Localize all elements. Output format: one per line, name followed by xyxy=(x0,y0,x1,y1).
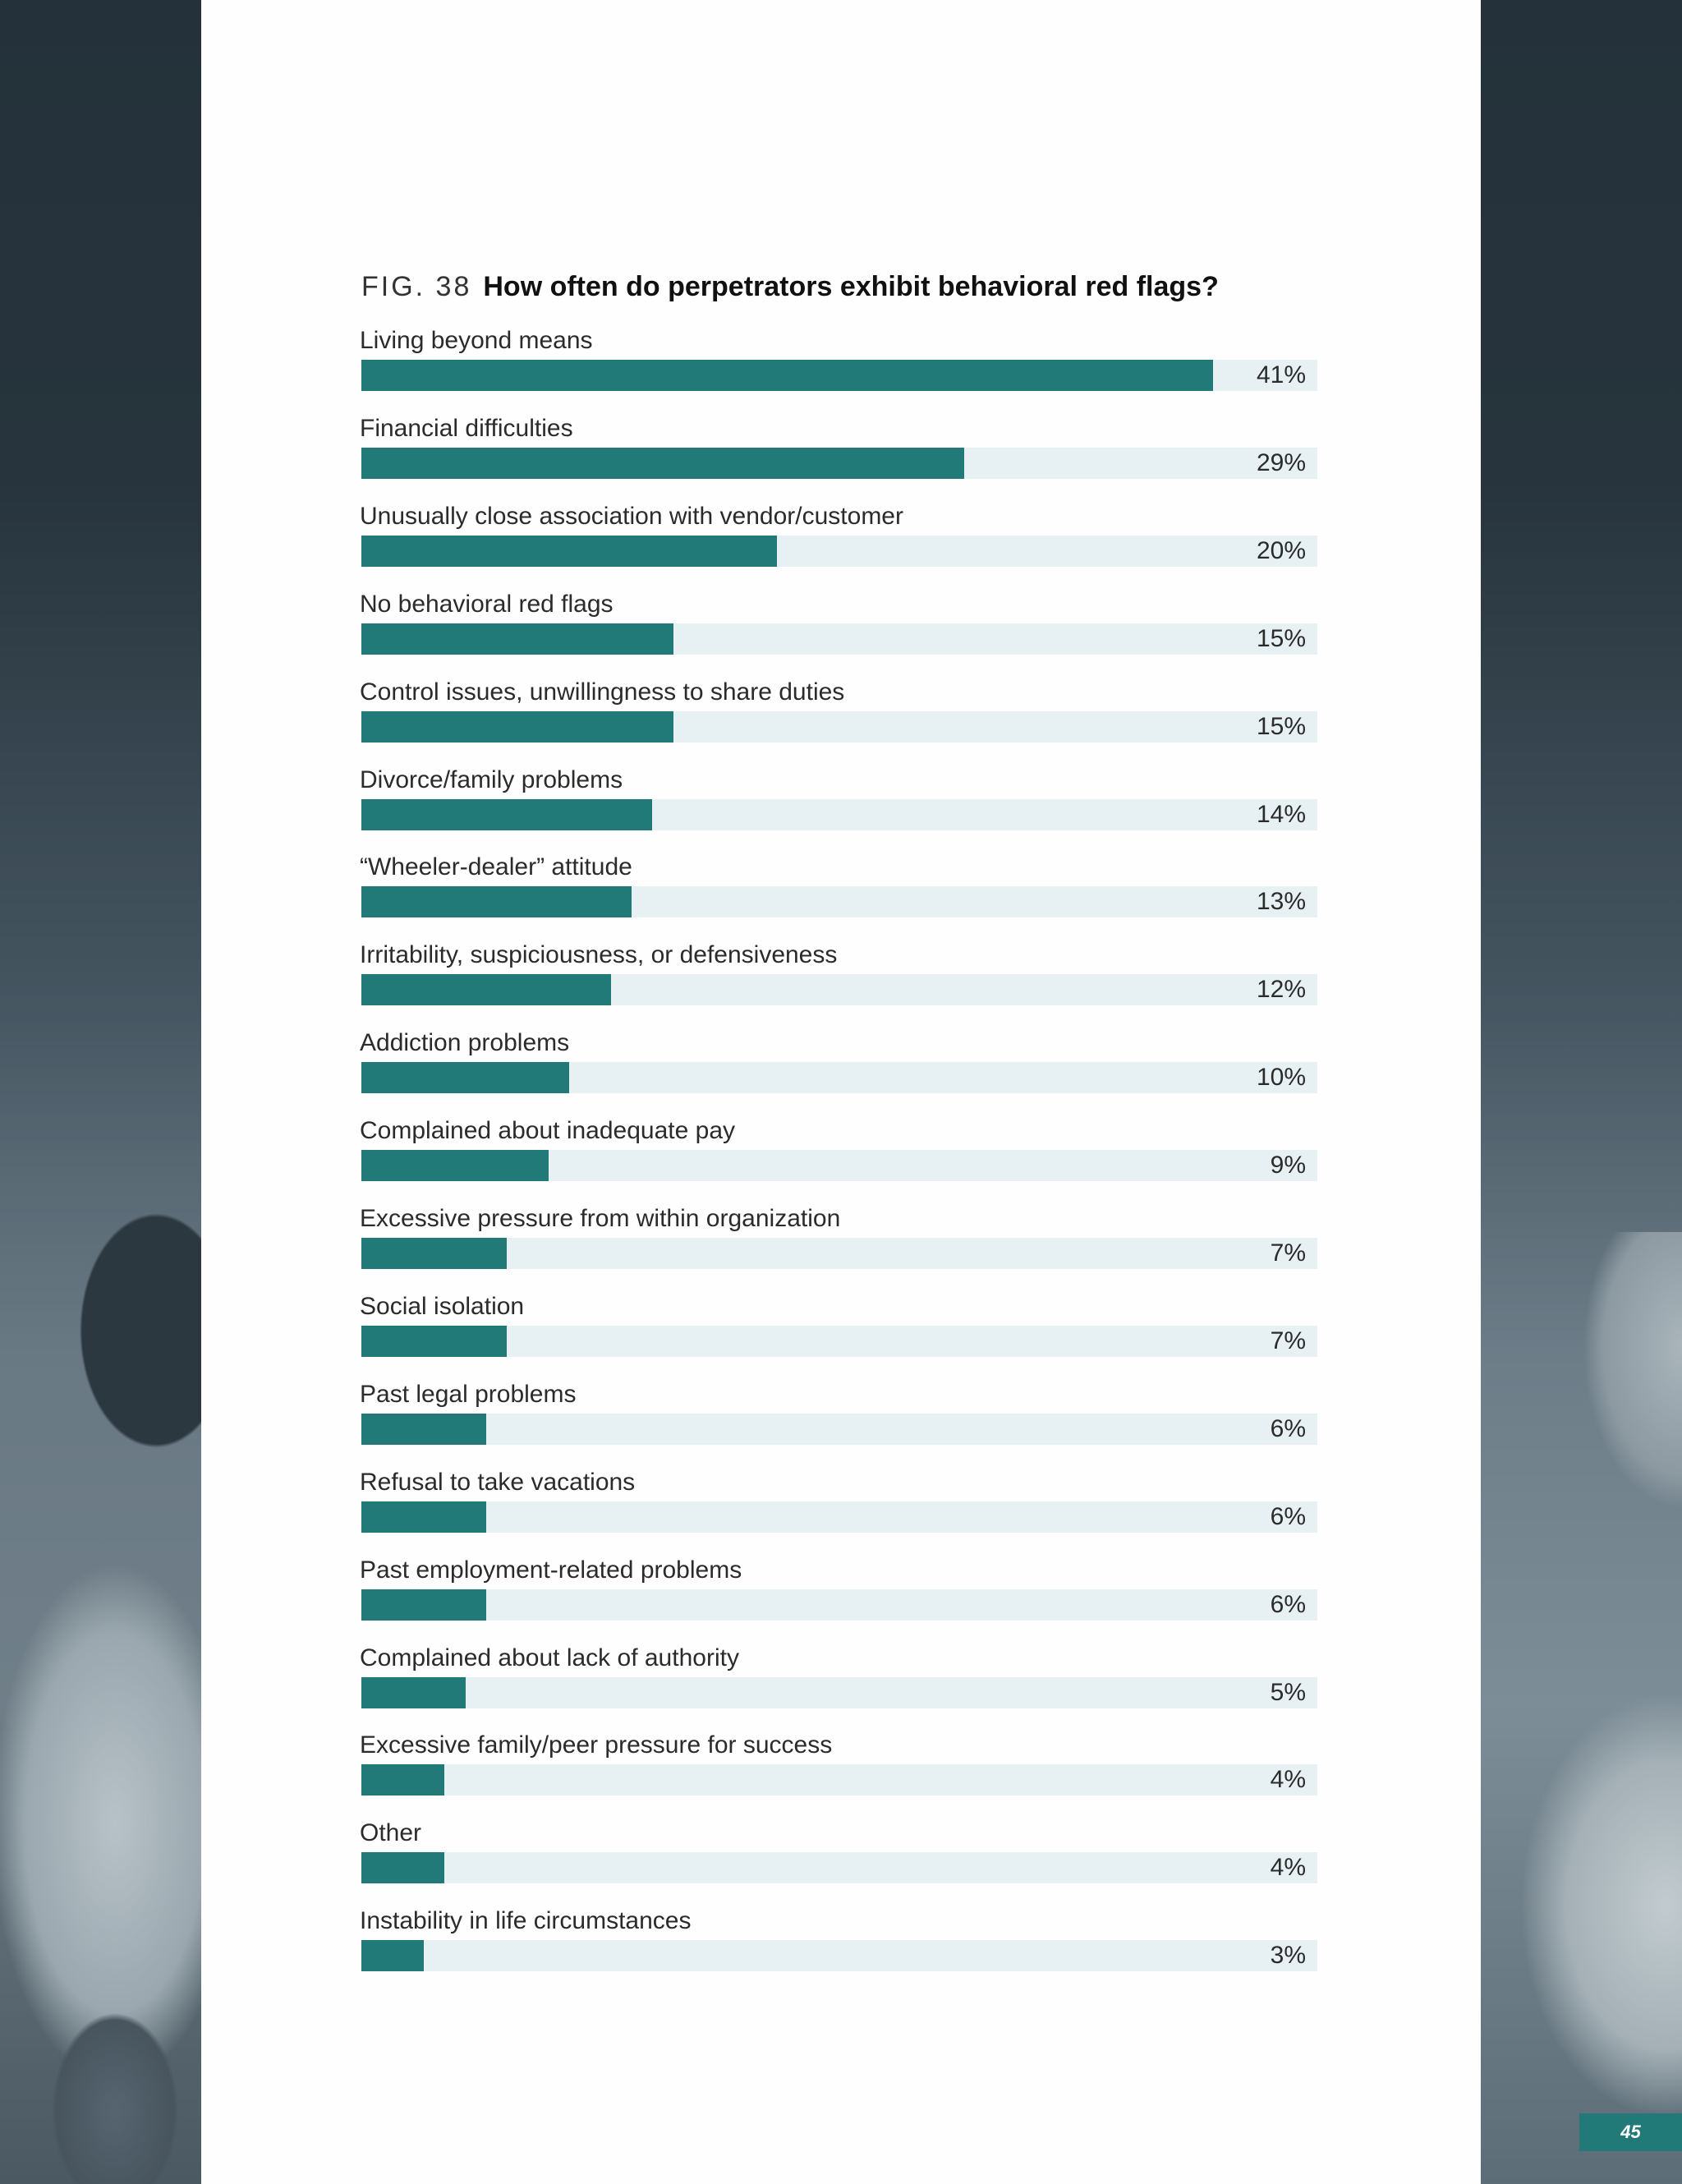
bar-label: Excessive pressure from within organizat… xyxy=(360,1205,841,1232)
bar xyxy=(361,536,777,567)
bar xyxy=(361,1677,466,1708)
bar-value-label: 6% xyxy=(1270,1415,1306,1442)
bar xyxy=(361,360,1213,391)
bar-track: 14% xyxy=(361,799,1317,830)
bar-value-label: 6% xyxy=(1270,1591,1306,1618)
bar-track: 4% xyxy=(361,1764,1317,1795)
bar-label: Control issues, unwillingness to share d… xyxy=(360,678,845,706)
bar-value-label: 10% xyxy=(1256,1064,1306,1091)
bar-value-label: 7% xyxy=(1270,1239,1306,1267)
bar xyxy=(361,1414,486,1445)
bar-value-label: 13% xyxy=(1256,888,1306,915)
desk-lamp xyxy=(16,1922,205,2184)
bar-value-label: 4% xyxy=(1270,1766,1306,1793)
bar-track: 6% xyxy=(361,1501,1317,1533)
bar-track: 13% xyxy=(361,886,1317,917)
bar xyxy=(361,799,652,830)
bar xyxy=(361,1501,486,1533)
bar-track: 6% xyxy=(361,1414,1317,1445)
bar-label: No behavioral red flags xyxy=(360,591,614,618)
bar-label: Excessive family/peer pressure for succe… xyxy=(360,1731,833,1759)
bar xyxy=(361,1238,507,1269)
bar-value-label: 7% xyxy=(1270,1327,1306,1354)
bar-track: 10% xyxy=(361,1062,1317,1093)
bar xyxy=(361,1326,507,1357)
bar-label: Irritability, suspiciousness, or defensi… xyxy=(360,941,838,968)
bar-value-label: 3% xyxy=(1270,1942,1306,1969)
bar xyxy=(361,1150,549,1181)
bar-value-label: 4% xyxy=(1270,1854,1306,1881)
bar-label: Past legal problems xyxy=(360,1381,577,1408)
figure-question: How often do perpetrators exhibit behavi… xyxy=(483,271,1219,302)
bar-value-label: 29% xyxy=(1256,449,1306,476)
bar-value-label: 15% xyxy=(1256,713,1306,740)
figure-number: FIG. 38 xyxy=(361,271,472,302)
bar xyxy=(361,623,673,655)
bar xyxy=(361,448,964,479)
page-number: 45 xyxy=(1579,2113,1682,2151)
bar-track: 15% xyxy=(361,623,1317,655)
bar xyxy=(361,1764,444,1795)
bar xyxy=(361,974,611,1005)
bar-label: Addiction problems xyxy=(360,1029,570,1056)
bar-label: Divorce/family problems xyxy=(360,766,623,793)
bar-track: 20% xyxy=(361,536,1317,567)
bar-value-label: 15% xyxy=(1256,625,1306,652)
bar-label: Refusal to take vacations xyxy=(360,1469,636,1496)
figure-title: FIG. 38 How often do perpetrators exhibit… xyxy=(361,271,1219,303)
bar-label: Instability in life circumstances xyxy=(360,1907,692,1934)
bar-label: Social isolation xyxy=(360,1293,525,1320)
bar-track: 4% xyxy=(361,1852,1317,1883)
bar-label: Financial difficulties xyxy=(360,415,573,442)
bar-track: 7% xyxy=(361,1238,1317,1269)
bar-track: 15% xyxy=(361,711,1317,743)
bar-track: 7% xyxy=(361,1326,1317,1357)
bar xyxy=(361,1062,569,1093)
bar-value-label: 14% xyxy=(1256,801,1306,828)
bar-label: Living beyond means xyxy=(360,327,593,354)
bar xyxy=(361,1940,424,1971)
bar-track: 41% xyxy=(361,360,1317,391)
bar-label: Other xyxy=(360,1819,422,1846)
bar-value-label: 6% xyxy=(1270,1503,1306,1530)
bar-track: 12% xyxy=(361,974,1317,1005)
bar-label: “Wheeler-dealer” attitude xyxy=(360,853,632,880)
bar-track: 9% xyxy=(361,1150,1317,1181)
bar xyxy=(361,1852,444,1883)
bar xyxy=(361,711,673,743)
background-person-right xyxy=(1485,1232,1682,2184)
bar-track: 6% xyxy=(361,1589,1317,1621)
bar xyxy=(361,1589,486,1621)
bar-label: Past employment-related problems xyxy=(360,1556,742,1584)
bar-track: 5% xyxy=(361,1677,1317,1708)
bar-track: 3% xyxy=(361,1940,1317,1971)
bar-value-label: 12% xyxy=(1256,976,1306,1003)
bar-value-label: 41% xyxy=(1256,361,1306,389)
bar-label: Unusually close association with vendor/… xyxy=(360,503,903,530)
bar-value-label: 5% xyxy=(1270,1679,1306,1706)
bar-label: Complained about lack of authority xyxy=(360,1644,739,1671)
bar-value-label: 9% xyxy=(1270,1152,1306,1179)
bar-label: Complained about inadequate pay xyxy=(360,1117,736,1144)
bar xyxy=(361,886,632,917)
bar-track: 29% xyxy=(361,448,1317,479)
bar-value-label: 20% xyxy=(1256,537,1306,564)
